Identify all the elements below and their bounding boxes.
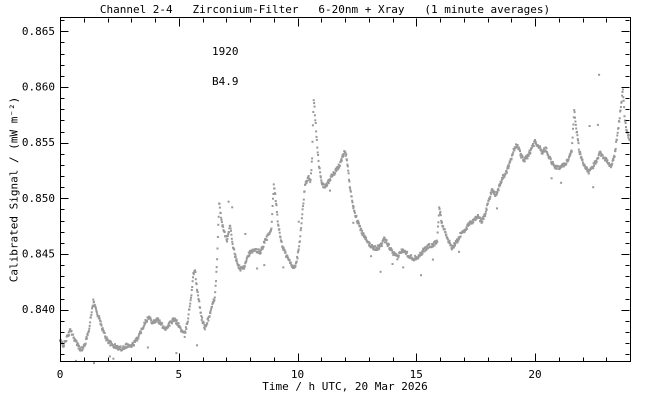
y-tick-label: 0.865 bbox=[22, 25, 55, 38]
chart-title: Channel 2-4 Zirconium-Filter 6-20nm + Xr… bbox=[99, 3, 551, 16]
x-tick-label: 0 bbox=[57, 368, 64, 381]
x-tick-label: 10 bbox=[291, 368, 304, 381]
y-tick-label: 0.860 bbox=[22, 81, 55, 94]
tick-labels: 0 5 10 15 20 0.840 0.845 0.850 0.855 0.860 0.865 bbox=[22, 25, 542, 381]
flare-class-label: B4.9 bbox=[212, 75, 239, 88]
flare-time-label: 1920 bbox=[212, 45, 239, 58]
y-tick-label: 0.845 bbox=[22, 248, 55, 261]
outlier-points bbox=[74, 73, 601, 365]
x-tick-label: 20 bbox=[528, 368, 541, 381]
axes bbox=[60, 17, 631, 362]
y-tick-label: 0.840 bbox=[22, 303, 55, 316]
x-tick-label: 5 bbox=[175, 368, 182, 381]
flare-annotation: 1920 B4.9 bbox=[212, 27, 239, 107]
data-points bbox=[59, 88, 631, 352]
y-tick-label: 0.855 bbox=[22, 136, 55, 149]
x-tick-label: 15 bbox=[410, 368, 423, 381]
plot-frame bbox=[60, 17, 631, 362]
y-tick-label: 0.850 bbox=[22, 192, 55, 205]
x-axis-title: Time / h UTC, 20 Mar 2026 bbox=[262, 380, 428, 393]
y-axis-title: Calibrated Signal / (mW m⁻²) bbox=[7, 96, 21, 283]
